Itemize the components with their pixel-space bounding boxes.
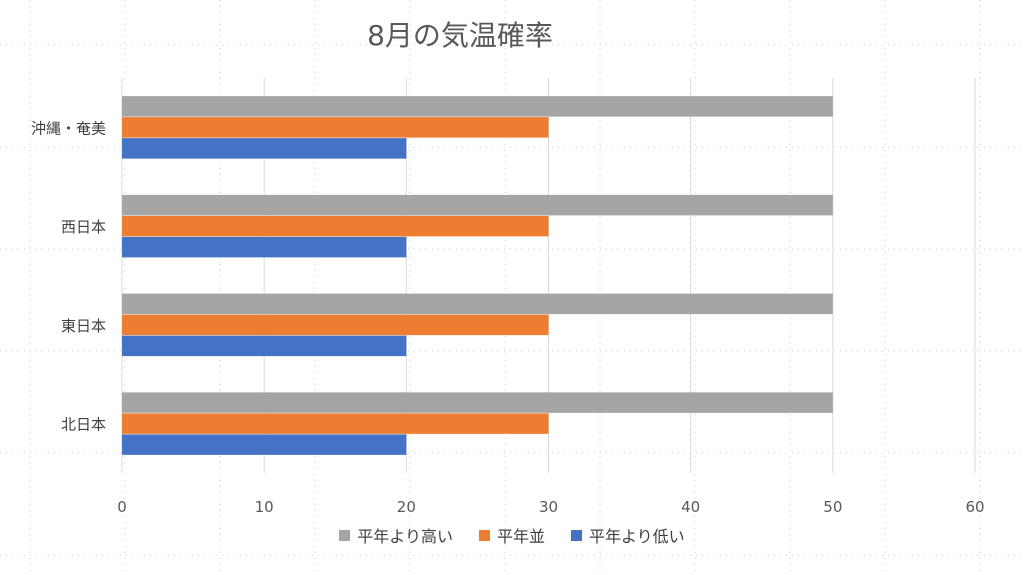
- y-category-label: 西日本: [61, 218, 106, 236]
- legend-label: 平年より低い: [589, 527, 685, 546]
- legend-swatch: [339, 529, 351, 541]
- legend-item: 平年より低い: [571, 523, 685, 547]
- x-tick-label: 40: [681, 498, 700, 516]
- chart-title: 8月の気温確率: [367, 19, 553, 52]
- legend-swatch: [571, 529, 582, 541]
- x-tick-label: 0: [117, 498, 127, 516]
- bar: [122, 335, 407, 357]
- bar: [122, 117, 549, 138]
- x-tick-label: 20: [397, 498, 416, 516]
- x-tick-label: 10: [255, 498, 274, 516]
- bar: [122, 413, 549, 434]
- bar: [122, 236, 407, 258]
- bar: [122, 293, 833, 315]
- x-tick-label: 50: [823, 498, 842, 516]
- legend-item: 平年より高い: [339, 523, 453, 547]
- bar: [122, 138, 407, 159]
- bar: [122, 215, 549, 237]
- y-category-label: 沖縄・奄美: [31, 119, 106, 137]
- legend-label: 平年並: [496, 527, 545, 546]
- x-tick-label: 30: [539, 498, 558, 516]
- chart-legend: 平年より高い 平年並 平年より低い: [0, 523, 1024, 547]
- legend-swatch: [478, 529, 490, 541]
- y-category-label: 東日本: [61, 317, 106, 335]
- x-tick-label: 60: [965, 498, 984, 516]
- y-category-label: 北日本: [61, 416, 106, 434]
- bar: [122, 194, 833, 216]
- bar: [122, 434, 407, 455]
- legend-item: 平年並: [478, 523, 545, 547]
- legend-label: 平年より高い: [357, 527, 453, 546]
- bar: [122, 314, 549, 336]
- bar: [122, 96, 833, 117]
- bar: [122, 392, 833, 413]
